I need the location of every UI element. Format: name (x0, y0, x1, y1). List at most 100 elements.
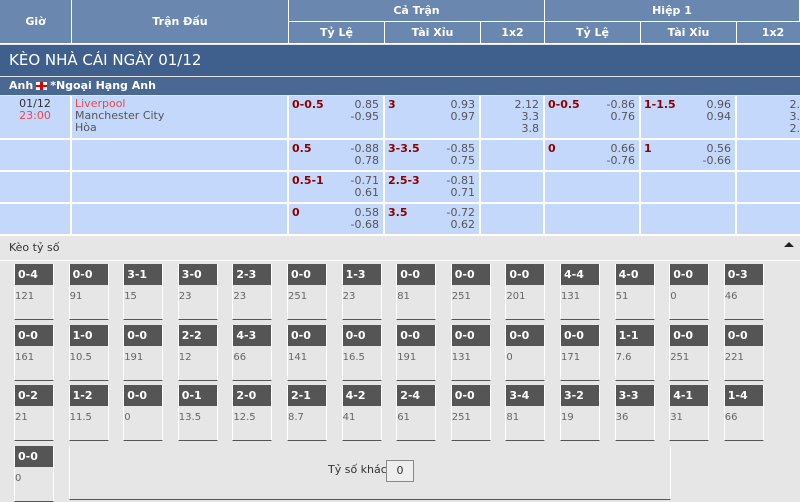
odds-value[interactable]: 3.8 (515, 123, 540, 135)
odds-values[interactable]: 0.85-0.95 (351, 99, 379, 123)
draw-label: Hòa (75, 122, 284, 134)
odds-value[interactable]: -0.68 (351, 219, 379, 231)
score-label: 2-1 (288, 385, 326, 406)
score-label: 0-0 (124, 385, 162, 406)
score-label: 1-0 (70, 325, 108, 346)
score-odds: 191 (397, 346, 435, 363)
score-label: 3-4 (506, 385, 544, 406)
odds-value[interactable]: 2.34 (790, 123, 800, 135)
odds-value[interactable]: 0.61 (351, 187, 379, 199)
odds-values[interactable]: 0.56-0.66 (703, 143, 731, 167)
away-team[interactable]: Manchester City (75, 110, 284, 122)
score-label: 0-0 (725, 325, 763, 346)
score-odds: 161 (15, 346, 53, 363)
other-score-label: Tỷ số khác (328, 463, 387, 476)
match-kickoff: 23:00 (3, 110, 67, 122)
handicap-line: 0-0.5 (548, 99, 580, 111)
odds-value[interactable]: -0.76 (607, 155, 635, 167)
time-cell-empty (0, 204, 72, 236)
odds-value[interactable]: 0.78 (351, 155, 379, 167)
odds-value[interactable]: 0.75 (447, 155, 475, 167)
caret-up-icon[interactable] (784, 242, 794, 247)
handicap-line: 3 (388, 99, 396, 111)
score-label: 2-4 (397, 385, 435, 406)
odds-value[interactable]: 0.97 (451, 111, 476, 123)
score-label: 1-3 (343, 264, 381, 285)
odds-values[interactable]: 2.653.652.34 (790, 99, 800, 135)
odds-value[interactable]: -0.95 (351, 111, 379, 123)
odds-value[interactable]: 0.76 (607, 111, 635, 123)
other-score-value[interactable]: 0 (386, 460, 414, 482)
league-row[interactable]: Anh*Ngoại Hạng Anh (0, 77, 800, 95)
handicap-line: 0 (292, 207, 300, 219)
odds-value[interactable]: 0.94 (707, 111, 732, 123)
odds-cell-ft_hdp_odds: 0 0.58-0.68 (289, 204, 385, 236)
score-odds: 91 (70, 285, 108, 302)
odds-value[interactable]: 0.62 (447, 219, 475, 231)
odds-values[interactable]: 0.66-0.76 (607, 143, 635, 167)
odds-value[interactable]: -0.66 (703, 155, 731, 167)
subheader-1: Tài Xỉu (385, 22, 481, 44)
subheader-5: 1x2 (737, 22, 800, 44)
page-title: KÈO NHÀ CÁI NGÀY 01/12 (0, 45, 800, 76)
odds-value[interactable]: 0.71 (447, 187, 475, 199)
score-label: 0-0 (15, 446, 53, 467)
odds-values[interactable]: 0.58-0.68 (351, 207, 379, 231)
header-time: Giờ (0, 0, 72, 44)
